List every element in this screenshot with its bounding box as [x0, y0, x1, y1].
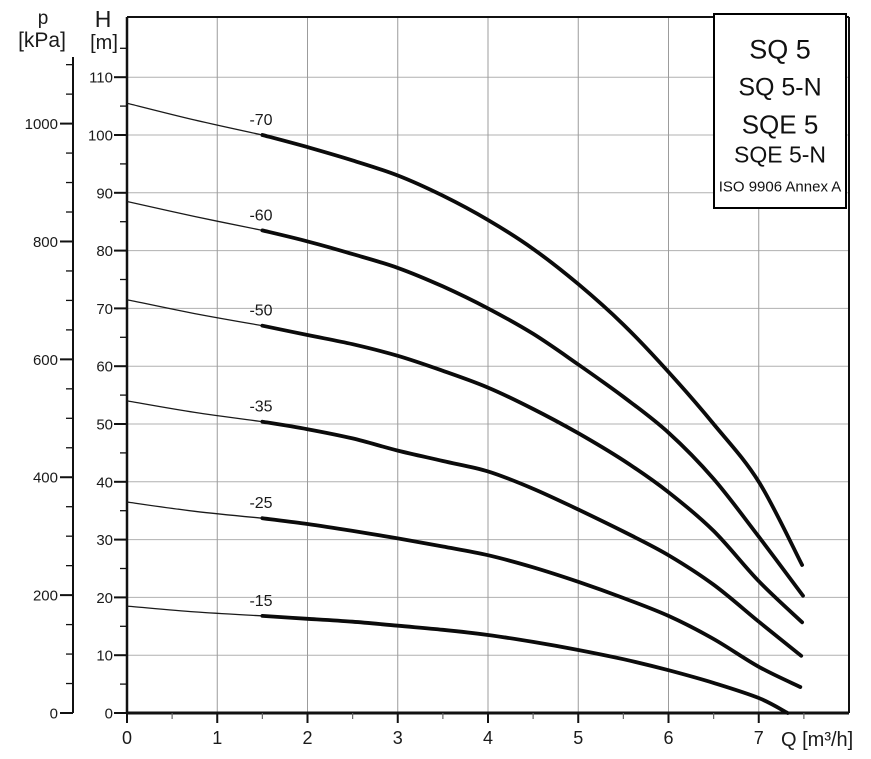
flow-tick-label-5: 5 — [573, 728, 583, 748]
flow-tick-label-7: 7 — [754, 728, 764, 748]
curve-label--60: -60 — [249, 207, 272, 224]
flow-tick-label-3: 3 — [393, 728, 403, 748]
flow-tick-label-2: 2 — [302, 728, 312, 748]
pressure-tick-label-1000: 1000 — [25, 116, 58, 133]
curve-thin--35 — [126, 400, 263, 423]
model-legend-box: SQ 5 SQ 5-N SQE 5 SQE 5-N ISO 9906 Annex… — [713, 13, 847, 209]
curve-thin--70 — [126, 102, 263, 136]
legend-standard-note: ISO 9906 Annex A — [718, 178, 842, 196]
head-tick-label-80: 80 — [96, 243, 113, 260]
legend-model-sq5: SQ 5 — [749, 34, 811, 65]
head-tick-label-60: 60 — [96, 359, 113, 376]
curve-thick--15 — [260, 614, 790, 715]
flow-tick-label-0: 0 — [122, 728, 132, 748]
pressure-tick-label-200: 200 — [33, 588, 58, 605]
curve-label--50: -50 — [249, 303, 272, 320]
curve-label--25: -25 — [249, 495, 272, 512]
head-tick-label-70: 70 — [96, 301, 113, 318]
curve-label--15: -15 — [249, 593, 272, 610]
curve-thick--60 — [260, 228, 805, 598]
curve-thin--60 — [126, 200, 263, 232]
flow-axis-unit-label: Q [m³/h] — [781, 729, 853, 751]
curve-thin--25 — [126, 501, 263, 519]
legend-model-sq5n: SQ 5-N — [738, 73, 822, 102]
head-tick-label-100: 100 — [88, 128, 113, 145]
head-tick-label-0: 0 — [105, 706, 113, 723]
pressure-axis-symbol: p — [38, 8, 49, 29]
legend-model-sqe5: SQE 5 — [741, 109, 819, 140]
curve-thick--25 — [260, 516, 803, 689]
flow-tick-label-1: 1 — [212, 728, 222, 748]
curve-thick--35 — [260, 419, 804, 658]
curve-thin--50 — [126, 299, 263, 327]
head-tick-label-30: 30 — [96, 532, 113, 549]
curve-label--70: -70 — [249, 112, 272, 129]
pressure-tick-label-400: 400 — [33, 470, 58, 487]
head-tick-label-110: 110 — [89, 70, 113, 87]
head-axis-unit: [m] — [90, 32, 118, 54]
legend-model-sqe5n: SQE 5-N — [733, 141, 827, 168]
head-tick-label-90: 90 — [96, 185, 113, 202]
head-tick-label-50: 50 — [96, 417, 113, 434]
pressure-axis-unit: [kPa] — [18, 29, 66, 52]
pressure-tick-label-0: 0 — [50, 706, 58, 723]
curve-label--35: -35 — [249, 399, 272, 416]
flow-tick-label-4: 4 — [483, 728, 493, 748]
head-tick-label-10: 10 — [96, 648, 113, 665]
flow-tick-label-6: 6 — [663, 728, 673, 748]
curve-thick--50 — [260, 323, 804, 625]
curve-thin--15 — [126, 605, 263, 617]
pressure-tick-label-800: 800 — [33, 234, 58, 251]
pressure-tick-label-600: 600 — [33, 352, 58, 369]
head-tick-label-20: 20 — [96, 590, 113, 607]
head-axis-symbol: H — [95, 6, 112, 32]
head-tick-label-40: 40 — [96, 474, 113, 491]
curve-thick--70 — [260, 133, 804, 567]
